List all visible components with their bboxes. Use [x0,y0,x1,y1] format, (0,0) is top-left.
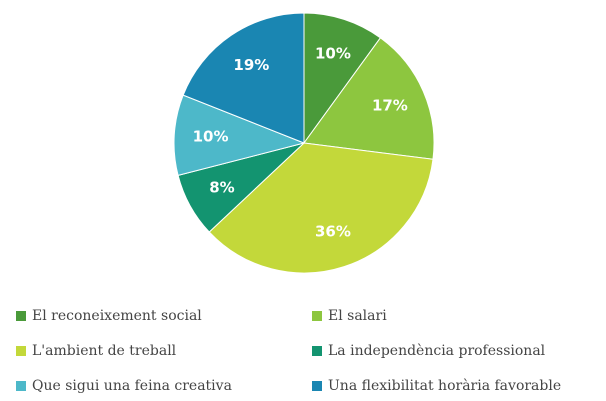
legend-swatch [16,381,26,391]
data-label: 10% [193,128,229,146]
data-label: 8% [209,179,234,197]
legend-label: El reconeixement social [32,308,202,324]
legend-label: La independència professional [328,343,546,359]
legend-swatch [312,311,322,321]
legend-swatch [312,346,322,356]
legend-label: L'ambient de treball [32,343,177,359]
legend-label: Que sigui una feina creativa [32,378,232,394]
pie-slice [303,37,435,160]
pie-slice [182,12,305,144]
pie-slice [303,12,382,145]
legend-swatch [312,381,322,391]
data-label: 36% [315,223,351,241]
data-label: 17% [372,96,408,114]
legend-label: Una flexibilitat horària favorable [328,377,561,394]
data-label: 10% [315,44,351,62]
legend-swatch [16,311,26,321]
pie-slice [173,94,306,176]
data-label: 19% [233,56,269,74]
legend-swatch [16,346,26,356]
pie-slice [208,142,434,274]
legend-label: El salari [328,308,387,324]
